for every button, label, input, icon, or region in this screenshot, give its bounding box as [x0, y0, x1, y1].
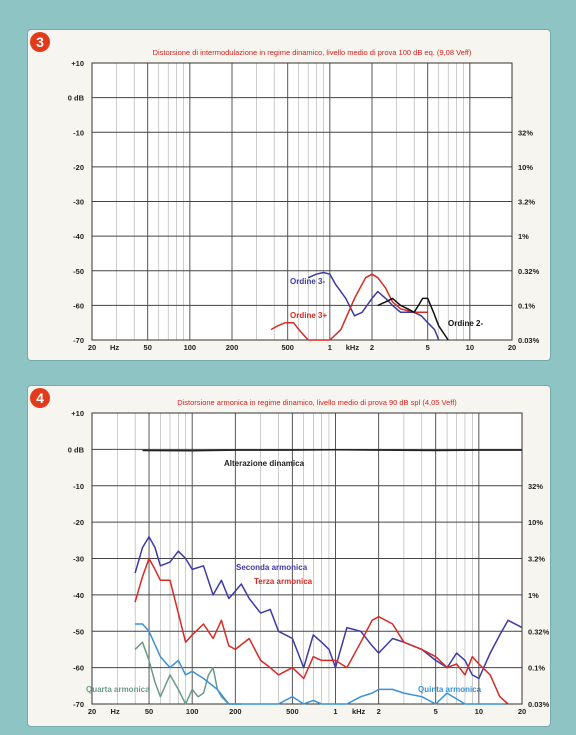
y-tick-label-percent: 1%: [518, 232, 529, 241]
y-tick-label: -20: [73, 518, 84, 527]
series-line-seconda-armonica: [134, 535, 523, 680]
x-tick-label: 10: [475, 707, 483, 716]
y-tick-label-percent: 0.1%: [518, 301, 535, 310]
y-axis-right: 32% 10% 3.2% 1% 0.32% 0.1% 0.03%: [528, 482, 550, 709]
series-label: Ordine 2-: [448, 319, 483, 328]
y-tick-label: -60: [73, 301, 84, 310]
y-tick-label-percent: 0.1%: [528, 664, 545, 673]
x-tick-label: Hz: [110, 343, 119, 352]
series-line-terza-armonica: [134, 557, 509, 705]
series-label: Terza armonica: [254, 577, 313, 586]
x-tick-label: 20: [508, 343, 516, 352]
y-tick-label-percent: 3.2%: [528, 555, 545, 564]
x-tick-label: kHz: [346, 343, 360, 352]
chart-panel-harmonic: 4 Distorsione armonica in regime dinamico…: [28, 386, 550, 726]
svg-text:3: 3: [36, 34, 44, 50]
x-tick-label: 100: [184, 343, 197, 352]
x-tick-label: 20: [88, 707, 96, 716]
y-tick-label: -70: [73, 336, 84, 345]
y-tick-label-percent: 0.32%: [518, 267, 540, 276]
series-line-ordine-3-: [270, 273, 428, 341]
y-tick-label: -10: [73, 482, 84, 491]
y-tick-label: -70: [73, 700, 84, 709]
y-tick-label: +10: [71, 409, 84, 418]
svg-text:4: 4: [36, 390, 44, 406]
series-label: Seconda armonica: [236, 563, 308, 572]
y-tick-label: -60: [73, 664, 84, 673]
series-line-alterazione-dinamica: [142, 448, 522, 452]
chart-number-badge: 3: [30, 32, 50, 52]
y-tick-label: -30: [73, 198, 84, 207]
x-tick-label: 200: [226, 343, 239, 352]
y-tick-label-percent: 0.03%: [528, 700, 550, 709]
x-tick-label: kHz: [352, 707, 366, 716]
y-tick-label: -40: [73, 232, 84, 241]
series-labels: Ordine 3- Ordine 3+ Ordine 2-: [290, 277, 483, 328]
y-tick-label-percent: 0.03%: [518, 336, 540, 345]
y-axis-left: +10 0 dB -10 -20 -30 -40 -50 -60 -70: [68, 59, 85, 345]
series-label: Ordine 3+: [290, 311, 327, 320]
x-tick-label: 5: [426, 343, 430, 352]
y-axis-left: +10 0 dB -10 -20 -30 -40 -50 -60 -70: [68, 409, 85, 709]
plot-border: [91, 412, 523, 705]
series-line-ordine-3-: [307, 271, 440, 341]
x-tick-label: 1: [328, 343, 332, 352]
chart-title: Distorsione armonica in regime dinamico,…: [177, 398, 457, 407]
y-tick-label-percent: 32%: [528, 482, 543, 491]
x-tick-label: 200: [229, 707, 242, 716]
series-label: Quarta armonica: [86, 685, 150, 694]
y-tick-label: -40: [73, 591, 84, 600]
x-tick-label: 20: [88, 343, 96, 352]
series-line-quarta-armonica: [134, 641, 242, 705]
y-tick-label-percent: 32%: [518, 128, 533, 137]
chart-title: Distorsione di intermodulazione in regim…: [153, 48, 472, 57]
x-tick-label: 100: [186, 707, 199, 716]
y-axis-right: 32% 10% 3.2% 1% 0.32% 0.1% 0.03%: [518, 128, 540, 345]
x-tick-label: 500: [281, 343, 294, 352]
x-tick-label: Hz: [111, 707, 120, 716]
y-tick-label: +10: [71, 59, 84, 68]
x-axis: 20 Hz 50 100 200 500 1 kHz 2 5 10 20: [88, 707, 526, 716]
series-labels: Alterazione dinamica Seconda armonica Terz…: [86, 459, 482, 694]
x-tick-label: 5: [434, 707, 438, 716]
harmonic-chart: 4 Distorsione armonica in regime dinamico…: [30, 388, 550, 716]
x-tick-label: 2: [377, 707, 381, 716]
y-tick-label: -30: [73, 555, 84, 564]
y-tick-label: 0 dB: [68, 94, 85, 103]
chart-panel-intermodulation: 3 Distorsione di intermodulazione in regi…: [28, 30, 550, 360]
y-tick-label-percent: 10%: [518, 163, 533, 172]
y-tick-label-percent: 3.2%: [518, 198, 535, 207]
series-label: Ordine 3-: [290, 277, 325, 286]
y-tick-label: 0 dB: [68, 445, 85, 454]
series-label: Quinta armonica: [418, 685, 482, 694]
x-tick-label: 20: [518, 707, 526, 716]
x-axis: 20 Hz 50 100 200 500 1 kHz 2 5 10 20: [88, 343, 516, 352]
x-tick-label: 2: [370, 343, 374, 352]
y-tick-label: -50: [73, 267, 84, 276]
x-tick-label: 1: [333, 707, 337, 716]
y-tick-label: -50: [73, 627, 84, 636]
x-tick-label: 50: [144, 343, 152, 352]
x-tick-label: 10: [466, 343, 474, 352]
plot-border: [91, 62, 513, 341]
chart-number-badge: 4: [30, 388, 50, 408]
intermodulation-chart: 3 Distorsione di intermodulazione in regi…: [30, 32, 540, 352]
y-tick-label-percent: 0.32%: [528, 627, 550, 636]
y-tick-label-percent: 1%: [528, 591, 539, 600]
y-tick-label: -10: [73, 128, 84, 137]
series-group: [134, 448, 523, 705]
series-line-quinta-armonica: [135, 623, 505, 705]
series-group: [270, 271, 449, 341]
x-tick-label: 500: [286, 707, 299, 716]
series-line-ordine-2-: [377, 297, 449, 341]
series-label: Alterazione dinamica: [224, 459, 305, 468]
y-tick-label-percent: 10%: [528, 518, 543, 527]
x-tick-label: 50: [145, 707, 153, 716]
y-tick-label: -20: [73, 163, 84, 172]
